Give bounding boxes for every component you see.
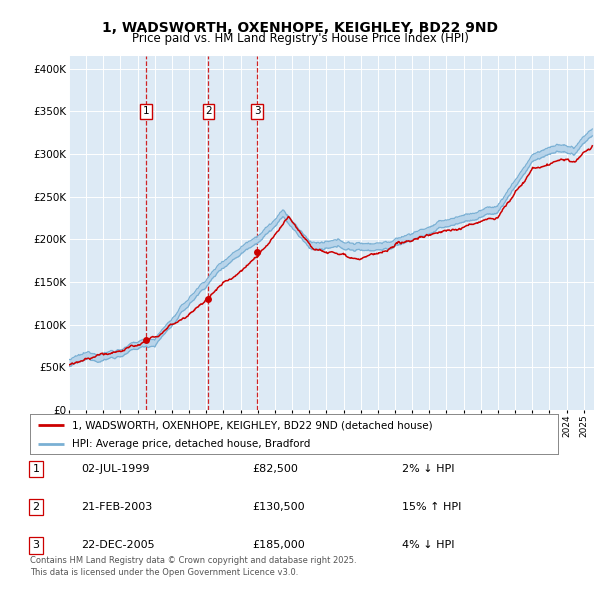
Text: 2: 2 [32, 502, 40, 512]
Text: Contains HM Land Registry data © Crown copyright and database right 2025.
This d: Contains HM Land Registry data © Crown c… [30, 556, 356, 577]
Text: £82,500: £82,500 [252, 464, 298, 474]
Text: 1: 1 [143, 107, 149, 116]
Text: £130,500: £130,500 [252, 502, 305, 512]
Text: 1, WADSWORTH, OXENHOPE, KEIGHLEY, BD22 9ND: 1, WADSWORTH, OXENHOPE, KEIGHLEY, BD22 9… [102, 21, 498, 35]
Text: 2: 2 [205, 107, 212, 116]
Text: 3: 3 [32, 540, 40, 550]
Text: 02-JUL-1999: 02-JUL-1999 [81, 464, 149, 474]
Text: 22-DEC-2005: 22-DEC-2005 [81, 540, 155, 550]
Text: 4% ↓ HPI: 4% ↓ HPI [402, 540, 455, 550]
Text: 1, WADSWORTH, OXENHOPE, KEIGHLEY, BD22 9ND (detached house): 1, WADSWORTH, OXENHOPE, KEIGHLEY, BD22 9… [72, 420, 433, 430]
Text: 15% ↑ HPI: 15% ↑ HPI [402, 502, 461, 512]
Text: 21-FEB-2003: 21-FEB-2003 [81, 502, 152, 512]
Text: £185,000: £185,000 [252, 540, 305, 550]
Text: 3: 3 [254, 107, 260, 116]
Text: Price paid vs. HM Land Registry's House Price Index (HPI): Price paid vs. HM Land Registry's House … [131, 32, 469, 45]
Text: HPI: Average price, detached house, Bradford: HPI: Average price, detached house, Brad… [72, 440, 311, 449]
Text: 2% ↓ HPI: 2% ↓ HPI [402, 464, 455, 474]
Text: 1: 1 [32, 464, 40, 474]
